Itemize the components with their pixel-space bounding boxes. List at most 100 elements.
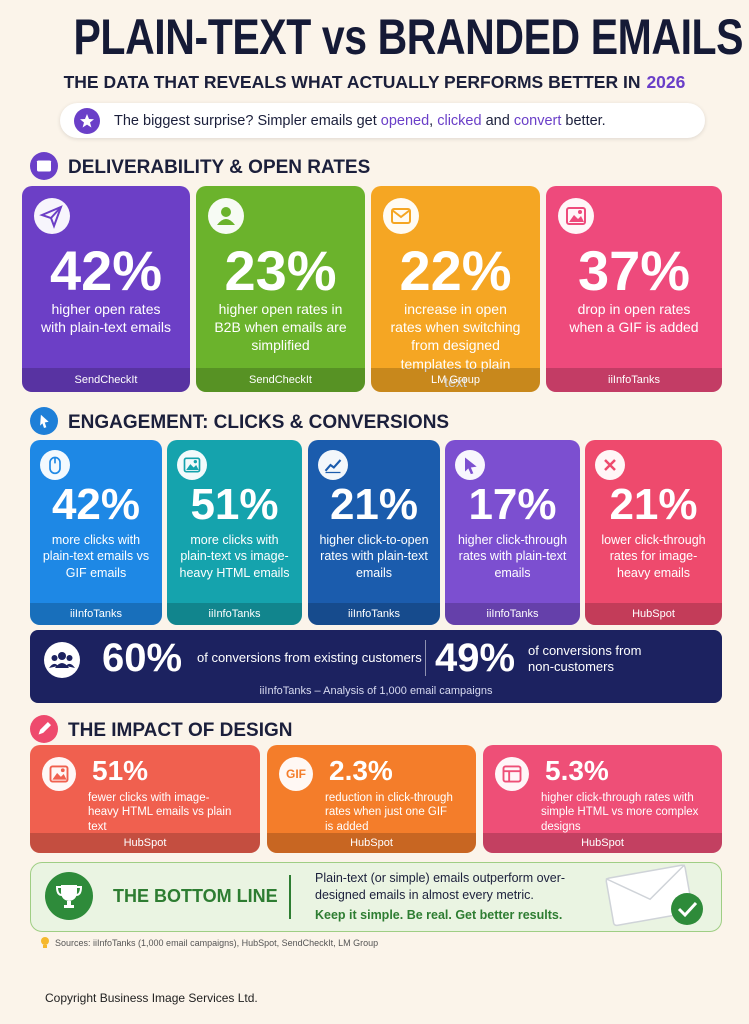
envelope-illustration bbox=[605, 864, 703, 927]
stat-description: higher click-through rates with simple H… bbox=[541, 792, 699, 833]
banner-and: and bbox=[485, 113, 510, 129]
icon-glyph bbox=[566, 207, 586, 225]
stat-value: 37% bbox=[577, 239, 691, 302]
stat-value: 21% bbox=[329, 480, 419, 529]
subtitle: THE DATA THAT REVEALS WHAT ACTUALLY PERF… bbox=[0, 72, 749, 93]
stat-card: 22% increase in open rates when switching… bbox=[371, 186, 540, 392]
stat-description: increase in open rates when switching fr… bbox=[390, 301, 521, 390]
stat-card: 21% higher click-to-open rates with plain… bbox=[308, 440, 440, 625]
icon-glyph bbox=[324, 459, 342, 474]
icon bbox=[595, 450, 625, 480]
bottom-line-emphasis: Keep it simple. Be real. Get better resu… bbox=[315, 908, 563, 922]
stat-source: iiInfoTanks bbox=[445, 603, 580, 625]
stat-value: 22% bbox=[399, 239, 512, 302]
bottom-line-box: THE BOTTOM LINE Plain-text (or simple) e… bbox=[30, 862, 722, 932]
icon-glyph bbox=[30, 715, 58, 743]
conv-text: of conversions from non-customers bbox=[528, 643, 642, 675]
stat-value: 42% bbox=[51, 480, 141, 529]
banner-word: clicked bbox=[437, 113, 482, 129]
section-header: ENGAGEMENT: CLICKS & CONVERSIONS bbox=[30, 407, 720, 437]
stat-description: lower click-through rates for image-heav… bbox=[601, 533, 706, 580]
divider bbox=[425, 640, 426, 676]
icon bbox=[40, 450, 70, 480]
icon bbox=[495, 757, 529, 791]
conv-value: 60% bbox=[102, 636, 183, 680]
stat-card: 5.3% higher click-through rates with simp… bbox=[483, 745, 722, 853]
stat-description: reduction in click-through rates when ju… bbox=[325, 792, 453, 833]
stat-description: more clicks with plain-text emails vs GI… bbox=[42, 533, 150, 580]
conv-text: of conversions from existing customers bbox=[197, 650, 422, 665]
stat-card: 42% higher open rates with plain-text ema… bbox=[22, 186, 190, 392]
stat-card: 51% fewer clicks with image-heavy HTML em… bbox=[30, 745, 260, 853]
star-icon bbox=[74, 108, 100, 134]
icon-glyph bbox=[49, 456, 61, 475]
icon bbox=[318, 450, 348, 480]
stat-source: HubSpot bbox=[585, 603, 722, 625]
people-icon bbox=[44, 642, 80, 678]
stat-value: 51% bbox=[190, 480, 279, 529]
stat-source: HubSpot bbox=[483, 833, 722, 853]
section-title: DELIVERABILITY & OPEN RATES bbox=[68, 157, 371, 178]
icon-glyph bbox=[49, 765, 69, 783]
icon bbox=[455, 450, 485, 480]
banner-lead: The biggest surprise? Simpler emails get bbox=[114, 113, 377, 129]
banner-comma: , bbox=[429, 113, 434, 129]
stat-description: more clicks with plain-text vs image-hea… bbox=[179, 533, 290, 580]
stat-description: higher open rates in B2B when emails are… bbox=[214, 301, 347, 354]
stat-card: 37% drop in open rates when a GIF is adde… bbox=[546, 186, 722, 392]
stat-card: 23% higher open rates in B2B when emails … bbox=[196, 186, 365, 392]
stat-value: 42% bbox=[49, 239, 163, 302]
stat-description: higher click-to-open rates with plain-te… bbox=[319, 533, 429, 580]
banner: The biggest surprise? Simpler emails get… bbox=[60, 103, 705, 138]
subtitle-text: THE DATA THAT REVEALS WHAT ACTUALLY PERF… bbox=[63, 72, 641, 92]
icon-glyph bbox=[465, 457, 477, 475]
stat-value: 17% bbox=[468, 480, 557, 529]
stat-source: SendCheckIt bbox=[22, 368, 190, 392]
stat-source: HubSpot bbox=[267, 833, 476, 853]
copyright: Copyright Business Image Services Ltd. bbox=[45, 991, 258, 1005]
icon bbox=[383, 198, 419, 234]
section-title: THE IMPACT OF DESIGN bbox=[68, 720, 293, 741]
icon-glyph bbox=[39, 205, 63, 229]
stat-source: iiInfoTanks bbox=[546, 368, 722, 392]
icon bbox=[42, 757, 76, 791]
section-header: THE IMPACT OF DESIGN bbox=[30, 715, 720, 745]
divider bbox=[289, 875, 291, 919]
banner-tail: better. bbox=[565, 113, 606, 129]
stat-source: iiInfoTanks bbox=[308, 603, 440, 625]
section-title: ENGAGEMENT: CLICKS & CONVERSIONS bbox=[68, 412, 450, 433]
stat-source: LM Group bbox=[371, 368, 540, 392]
banner-word: convert bbox=[513, 113, 562, 129]
stat-source: iiInfoTanks bbox=[30, 603, 162, 625]
bottom-line-text: Plain-text (or simple) emails outperform… bbox=[315, 871, 566, 902]
banner-text: The biggest surprise? Simpler emails get… bbox=[114, 113, 606, 129]
stat-card: 42% more clicks with plain-text emails vs… bbox=[30, 440, 162, 625]
bottom-line-title: THE BOTTOM LINE bbox=[113, 886, 278, 906]
stat-source: iiInfoTanks bbox=[167, 603, 302, 625]
sources: Sources: iiInfoTanks (1,000 email campai… bbox=[55, 938, 379, 948]
icon-glyph bbox=[30, 407, 58, 435]
icon-glyph bbox=[183, 457, 201, 473]
stat-description: fewer clicks with image-heavy HTML email… bbox=[88, 792, 232, 833]
stat-value: 5.3% bbox=[545, 755, 609, 786]
stat-card: 17% higher click-through rates with plain… bbox=[445, 440, 580, 625]
icon-glyph bbox=[30, 152, 58, 180]
stat-value: 23% bbox=[224, 239, 337, 302]
stat-description: higher click-through rates with plain-te… bbox=[457, 533, 568, 580]
stat-card: 21% lower click-through rates for image-h… bbox=[585, 440, 722, 625]
icon bbox=[558, 198, 594, 234]
stat-value: 51% bbox=[92, 755, 149, 786]
icon-glyph bbox=[391, 208, 411, 224]
section-header: DELIVERABILITY & OPEN RATES bbox=[30, 152, 720, 182]
stat-card: GIF 2.3% reduction in click-through rates … bbox=[267, 745, 476, 853]
bulb-icon bbox=[41, 937, 49, 948]
icon: GIF bbox=[279, 757, 313, 791]
title-wrap: PLAIN-TEXT vs BRANDED EMAILS bbox=[0, 8, 749, 66]
conv-source: iiInfoTanks – Analysis of 1,000 email ca… bbox=[259, 685, 493, 697]
title: PLAIN-TEXT vs BRANDED EMAILS bbox=[73, 9, 744, 65]
stat-source: HubSpot bbox=[30, 833, 260, 853]
stat-description: higher open rates with plain-text emails bbox=[41, 301, 171, 336]
stat-value: 2.3% bbox=[329, 755, 393, 786]
icon-glyph bbox=[604, 459, 616, 471]
